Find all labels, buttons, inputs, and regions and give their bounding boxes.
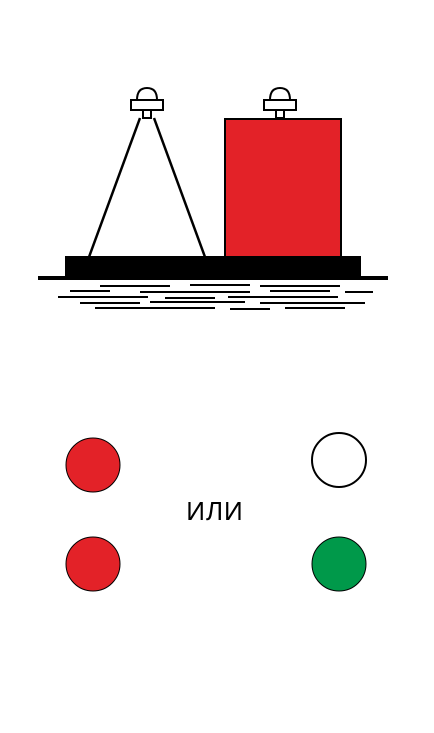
green-light-bottom [311,536,367,592]
a-frame-mast [87,117,207,258]
left-mast-lamp-icon [130,86,164,119]
light-signals-left-option [65,437,121,592]
light-signals-right-option [311,432,367,592]
or-label: ИЛИ [186,496,244,526]
waterline [38,276,388,280]
red-light-bottom [65,536,121,592]
white-light-top [311,432,367,488]
right-mast-lamp-icon [263,86,297,119]
water-ripples [58,284,373,310]
hull [65,256,361,276]
red-light-top [65,437,121,493]
red-superstructure [224,118,342,258]
barge-illustration [38,86,388,310]
